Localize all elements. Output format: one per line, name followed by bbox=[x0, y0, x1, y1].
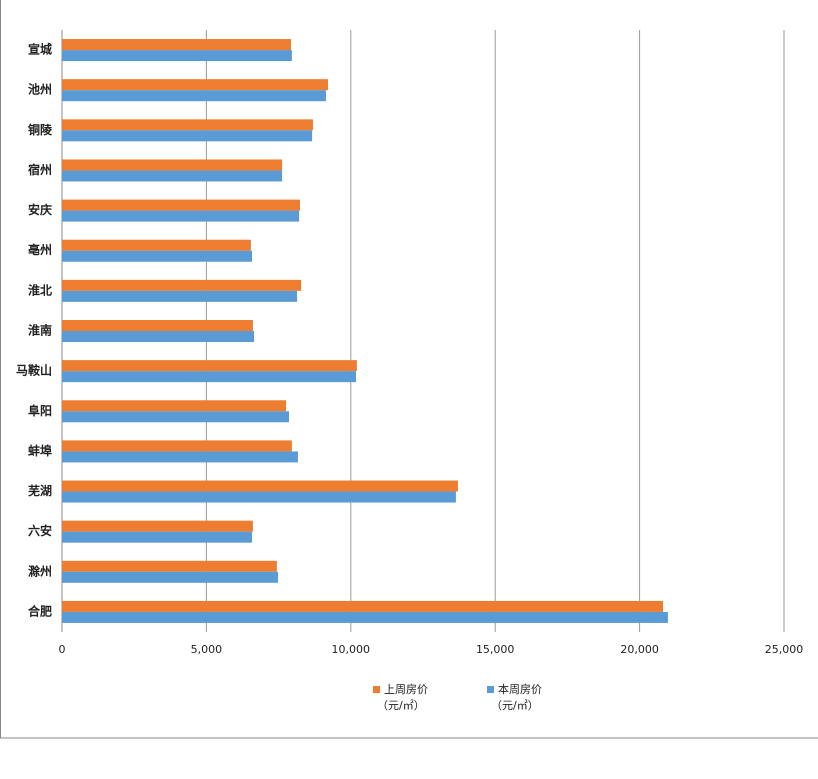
y-tick-label: 池州 bbox=[28, 82, 52, 97]
y-tick-label: 淮南 bbox=[28, 323, 52, 338]
bar bbox=[62, 79, 328, 91]
bar bbox=[62, 451, 298, 463]
bar bbox=[62, 279, 302, 291]
bar bbox=[62, 90, 326, 102]
y-tick-label: 六安 bbox=[28, 523, 52, 538]
y-tick-label: 亳州 bbox=[28, 242, 52, 257]
y-tick-label: 宣城 bbox=[28, 42, 52, 57]
bar bbox=[62, 50, 292, 62]
bar bbox=[62, 411, 289, 423]
bar bbox=[62, 159, 283, 171]
bar bbox=[62, 39, 292, 51]
x-tick-label: 20,000 bbox=[620, 643, 659, 656]
bar bbox=[62, 210, 300, 222]
y-tick-label: 宿州 bbox=[28, 162, 52, 177]
x-tick-label: 5,000 bbox=[191, 643, 223, 656]
bar bbox=[62, 320, 253, 331]
bar bbox=[62, 400, 287, 412]
bar bbox=[62, 571, 279, 583]
bar bbox=[62, 239, 251, 251]
y-tick-label: 马鞍山 bbox=[16, 363, 52, 378]
bar bbox=[62, 520, 253, 532]
y-tick-label: 淮北 bbox=[28, 282, 52, 297]
bar bbox=[62, 480, 458, 492]
legend-label: 上周房价 bbox=[384, 683, 428, 696]
y-tick-label: 铜陵 bbox=[28, 122, 53, 137]
y-tick-label: 滁州 bbox=[28, 563, 52, 578]
bar bbox=[62, 170, 283, 182]
y-tick-label: 阜阳 bbox=[28, 403, 52, 418]
frame bbox=[0, 0, 818, 739]
legend-unit: （元/㎡） bbox=[491, 699, 539, 712]
bar bbox=[62, 611, 668, 623]
legend-swatch bbox=[487, 686, 494, 693]
bar bbox=[62, 560, 277, 572]
bar bbox=[62, 491, 456, 503]
bar bbox=[62, 360, 357, 372]
x-tick-label: 0 bbox=[59, 643, 66, 656]
x-tick-label: 15,000 bbox=[476, 643, 515, 656]
y-tick-label: 蚌埠 bbox=[28, 443, 52, 458]
bar bbox=[62, 531, 253, 543]
bar bbox=[62, 130, 313, 142]
x-tick-label: 10,000 bbox=[332, 643, 371, 656]
y-tick-label: 安庆 bbox=[28, 202, 52, 217]
bar bbox=[62, 440, 292, 452]
bar bbox=[62, 600, 663, 612]
bar bbox=[62, 290, 298, 302]
bar bbox=[62, 331, 255, 342]
bar bbox=[62, 250, 253, 262]
bar bbox=[62, 199, 300, 211]
bar bbox=[62, 371, 356, 383]
legend-unit: （元/㎡） bbox=[377, 699, 425, 712]
x-tick-label: 25,000 bbox=[765, 643, 804, 656]
legend-label: 本周房价 bbox=[498, 682, 542, 696]
bar bbox=[62, 119, 313, 131]
y-tick-label: 合肥 bbox=[28, 603, 52, 618]
y-tick-label: 芜湖 bbox=[28, 483, 52, 498]
legend-swatch bbox=[373, 686, 380, 693]
